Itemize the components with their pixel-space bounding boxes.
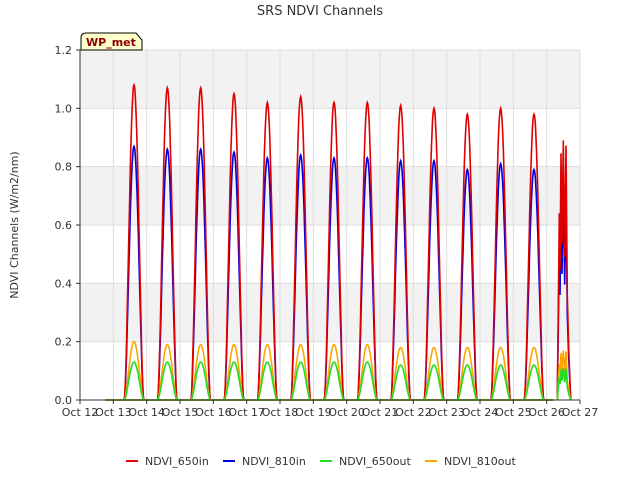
legend-item-NDVI_650in: NDVI_650in — [126, 455, 209, 468]
x-tick-label: Oct 20 — [328, 406, 365, 419]
legend-label: NDVI_650in — [145, 455, 209, 468]
day-peak-oct-15 — [189, 361, 212, 401]
plot-band — [80, 50, 580, 109]
day-peak-oct-22 — [422, 364, 446, 401]
day-peak-oct-18 — [289, 361, 312, 401]
x-tick-label: Oct 27 — [562, 406, 599, 419]
day-peak-oct-19 — [322, 343, 346, 401]
day-peak-oct-25 — [522, 111, 546, 401]
day-peak-oct-24 — [489, 364, 512, 401]
y-tick-label: 0.0 — [55, 394, 73, 407]
legend-item-NDVI_810in: NDVI_810in — [223, 455, 306, 468]
x-tick-label: Oct 13 — [95, 406, 132, 419]
y-tick-label: 1.0 — [55, 102, 73, 115]
y-tick-labels: 0.0 0.2 0.4 0.6 0.8 1.0 1.2 — [55, 44, 80, 407]
y-tick-label: 0.4 — [55, 277, 73, 290]
day-peak-oct-16 — [222, 361, 246, 401]
chart-title: SRS NDVI Channels — [257, 4, 383, 19]
day-peak-oct-24 — [489, 346, 512, 401]
day-peak-oct-23 — [456, 111, 479, 401]
legend-label: NDVI_650out — [339, 455, 411, 468]
day-peak-oct-20 — [356, 99, 379, 401]
day-peak-oct-21 — [389, 102, 412, 401]
day-peak-oct-25 — [522, 346, 546, 401]
badge-shape — [80, 32, 143, 51]
y-tick-label: 1.2 — [55, 44, 73, 57]
legend-label: NDVI_810out — [444, 455, 516, 468]
x-tick-label: Oct 22 — [395, 406, 432, 419]
day-peak-oct-14 — [156, 361, 179, 401]
day-peak-oct-16 — [222, 343, 246, 401]
day-peak-oct-20 — [356, 361, 379, 401]
x-tick-label: Oct 16 — [195, 406, 232, 419]
day-peak-oct-15 — [189, 85, 212, 401]
day-peak-oct-25 — [522, 364, 546, 401]
day-peak-oct-26 — [556, 367, 572, 401]
day-peak-oct-14 — [156, 84, 179, 401]
y-tick-label: 0.8 — [55, 161, 73, 174]
day-peak-oct-24 — [489, 105, 512, 401]
day-peak-oct-13 — [122, 82, 146, 401]
legend-item-NDVI_810out: NDVI_810out — [425, 455, 516, 468]
x-tick-label: Oct 14 — [128, 406, 165, 419]
x-tick-label: Oct 26 — [528, 406, 565, 419]
x-tick-label: Oct 12 — [62, 406, 99, 419]
day-peak-oct-22 — [422, 346, 446, 401]
day-peak-oct-23 — [456, 346, 479, 401]
legend-label: NDVI_810in — [242, 455, 306, 468]
x-tick-label: Oct 23 — [428, 406, 465, 419]
day-peak-oct-13 — [122, 340, 146, 401]
legend: NDVI_650in NDVI_810in NDVI_650out NDVI_810o… — [126, 455, 516, 468]
day-peak-oct-23 — [456, 364, 479, 401]
day-peak-oct-14 — [156, 343, 179, 401]
badge-label: WP_met — [86, 36, 136, 49]
day-peak-oct-13 — [122, 361, 146, 401]
x-tick-label: Oct 24 — [462, 406, 499, 419]
plot-band — [80, 108, 580, 167]
day-peak-oct-17 — [256, 361, 279, 401]
day-peak-oct-26 — [556, 140, 572, 401]
y-tick-label: 0.6 — [55, 219, 73, 232]
day-peak-oct-18 — [289, 93, 312, 401]
day-peak-oct-15 — [189, 343, 212, 401]
day-peak-oct-17 — [256, 99, 279, 401]
x-tick-label: Oct 25 — [495, 406, 532, 419]
x-tick-label: Oct 21 — [362, 406, 399, 419]
day-peak-oct-19 — [322, 99, 346, 401]
x-tick-label: Oct 17 — [228, 406, 265, 419]
station-badge: WP_met — [80, 32, 143, 51]
day-peak-oct-21 — [389, 364, 412, 401]
x-tick-label: Oct 18 — [262, 406, 299, 419]
x-tick-label: Oct 19 — [295, 406, 332, 419]
day-peak-oct-19 — [322, 361, 346, 401]
day-peak-oct-22 — [422, 105, 446, 401]
y-tick-label: 0.2 — [55, 336, 73, 349]
day-peak-oct-21 — [389, 346, 412, 401]
legend-item-NDVI_650out: NDVI_650out — [320, 455, 411, 468]
y-axis-label: NDVI Channels (W/m2/nm) — [8, 151, 21, 298]
plot-band — [80, 283, 580, 342]
x-tick-label: Oct 15 — [162, 406, 199, 419]
day-peak-oct-16 — [222, 91, 246, 401]
